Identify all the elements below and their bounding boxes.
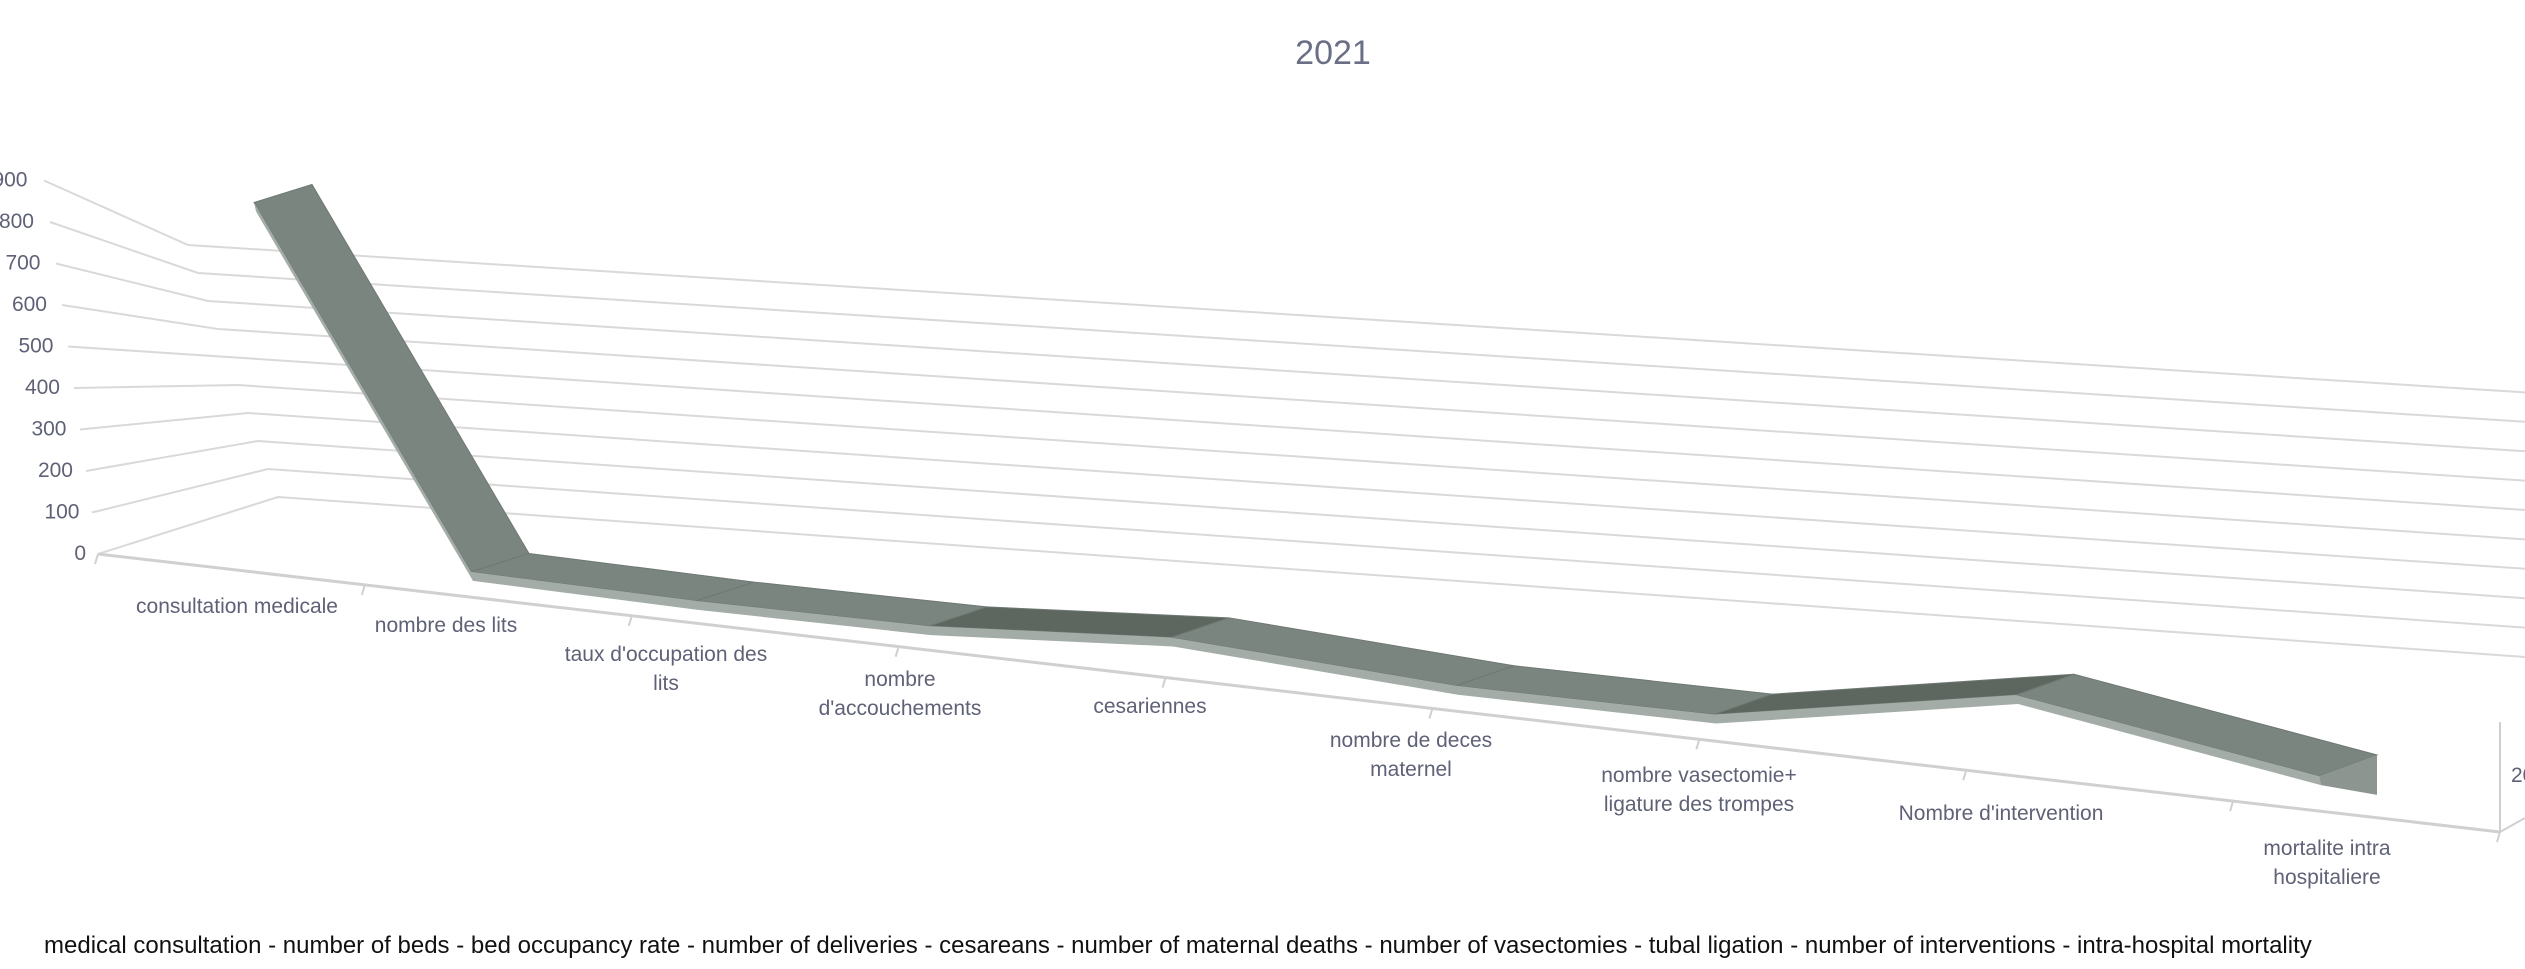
x-tick-mark [1962, 769, 1968, 781]
gridline [49, 221, 2525, 423]
x-tick-mark [2229, 800, 2235, 812]
y-tick-label: 200 [38, 459, 73, 482]
ribbon-end-cap [2319, 754, 2377, 795]
y-axis-ticks: 0 100 200 300 400 500 600 700 800 900 [0, 169, 86, 566]
floor-front-edge [97, 552, 2501, 834]
y-tick-label: 100 [44, 501, 79, 524]
y-tick-label: 400 [25, 376, 60, 399]
floor-right-edge [2499, 817, 2525, 833]
x-tick-mark [2496, 831, 2501, 843]
ribbon-segment [2014, 673, 2379, 777]
series-ribbon [253, 183, 2379, 795]
gridline [67, 345, 2525, 511]
chart-floor [94, 552, 2525, 843]
x-category-label: consultation medicale [136, 595, 338, 618]
x-tick-mark [1161, 677, 1167, 688]
x-tick-mark [1695, 739, 1701, 750]
y-tick-label: 600 [12, 293, 47, 316]
y-tick-label: 800 [0, 210, 34, 233]
gridlines [43, 179, 2525, 658]
x-tick-mark [627, 615, 633, 627]
x-tick-mark [360, 584, 366, 596]
x-tick-mark [894, 646, 900, 657]
ribbon-front-face [254, 202, 2321, 786]
y-tick-label: 0 [74, 542, 86, 565]
x-category-label: Nombre d'intervention [1899, 802, 2104, 825]
gridline [85, 439, 2525, 600]
y-tick-label: 900 [0, 169, 28, 192]
y-tick-label: 500 [18, 335, 53, 358]
chart-title: 2021 [1295, 34, 1371, 72]
x-category-label: taux d'occupation des lits [565, 643, 767, 695]
y-tick-label: 700 [5, 252, 40, 275]
gridline [97, 495, 2525, 658]
x-category-label: mortalite intra hospitaliere [2263, 837, 2391, 889]
gridline [79, 411, 2525, 570]
category-labels: consultation medicale nombre des lits taux… [136, 595, 2391, 889]
gridline [43, 179, 2525, 394]
ribbon-segment [253, 183, 530, 573]
gridline [91, 467, 2525, 629]
y-tick-label: 300 [31, 418, 66, 441]
x-category-label: nombre vasectomie+ ligature des trompes [1601, 764, 1797, 816]
depth-axis-label: 20 [2511, 764, 2525, 787]
x-category-label: nombre de deces maternel [1330, 729, 1492, 781]
x-category-label: nombre d'accouchements [819, 668, 982, 720]
x-category-label: nombre des lits [375, 614, 517, 637]
gridline [61, 304, 2525, 482]
x-tick-mark [94, 553, 99, 565]
footer-translation-note: medical consultation - number of beds - … [44, 932, 2312, 959]
x-category-label: cesariennes [1093, 695, 1206, 718]
gridline [73, 383, 2525, 541]
gridline [55, 262, 2525, 453]
x-tick-mark [1428, 708, 1434, 719]
